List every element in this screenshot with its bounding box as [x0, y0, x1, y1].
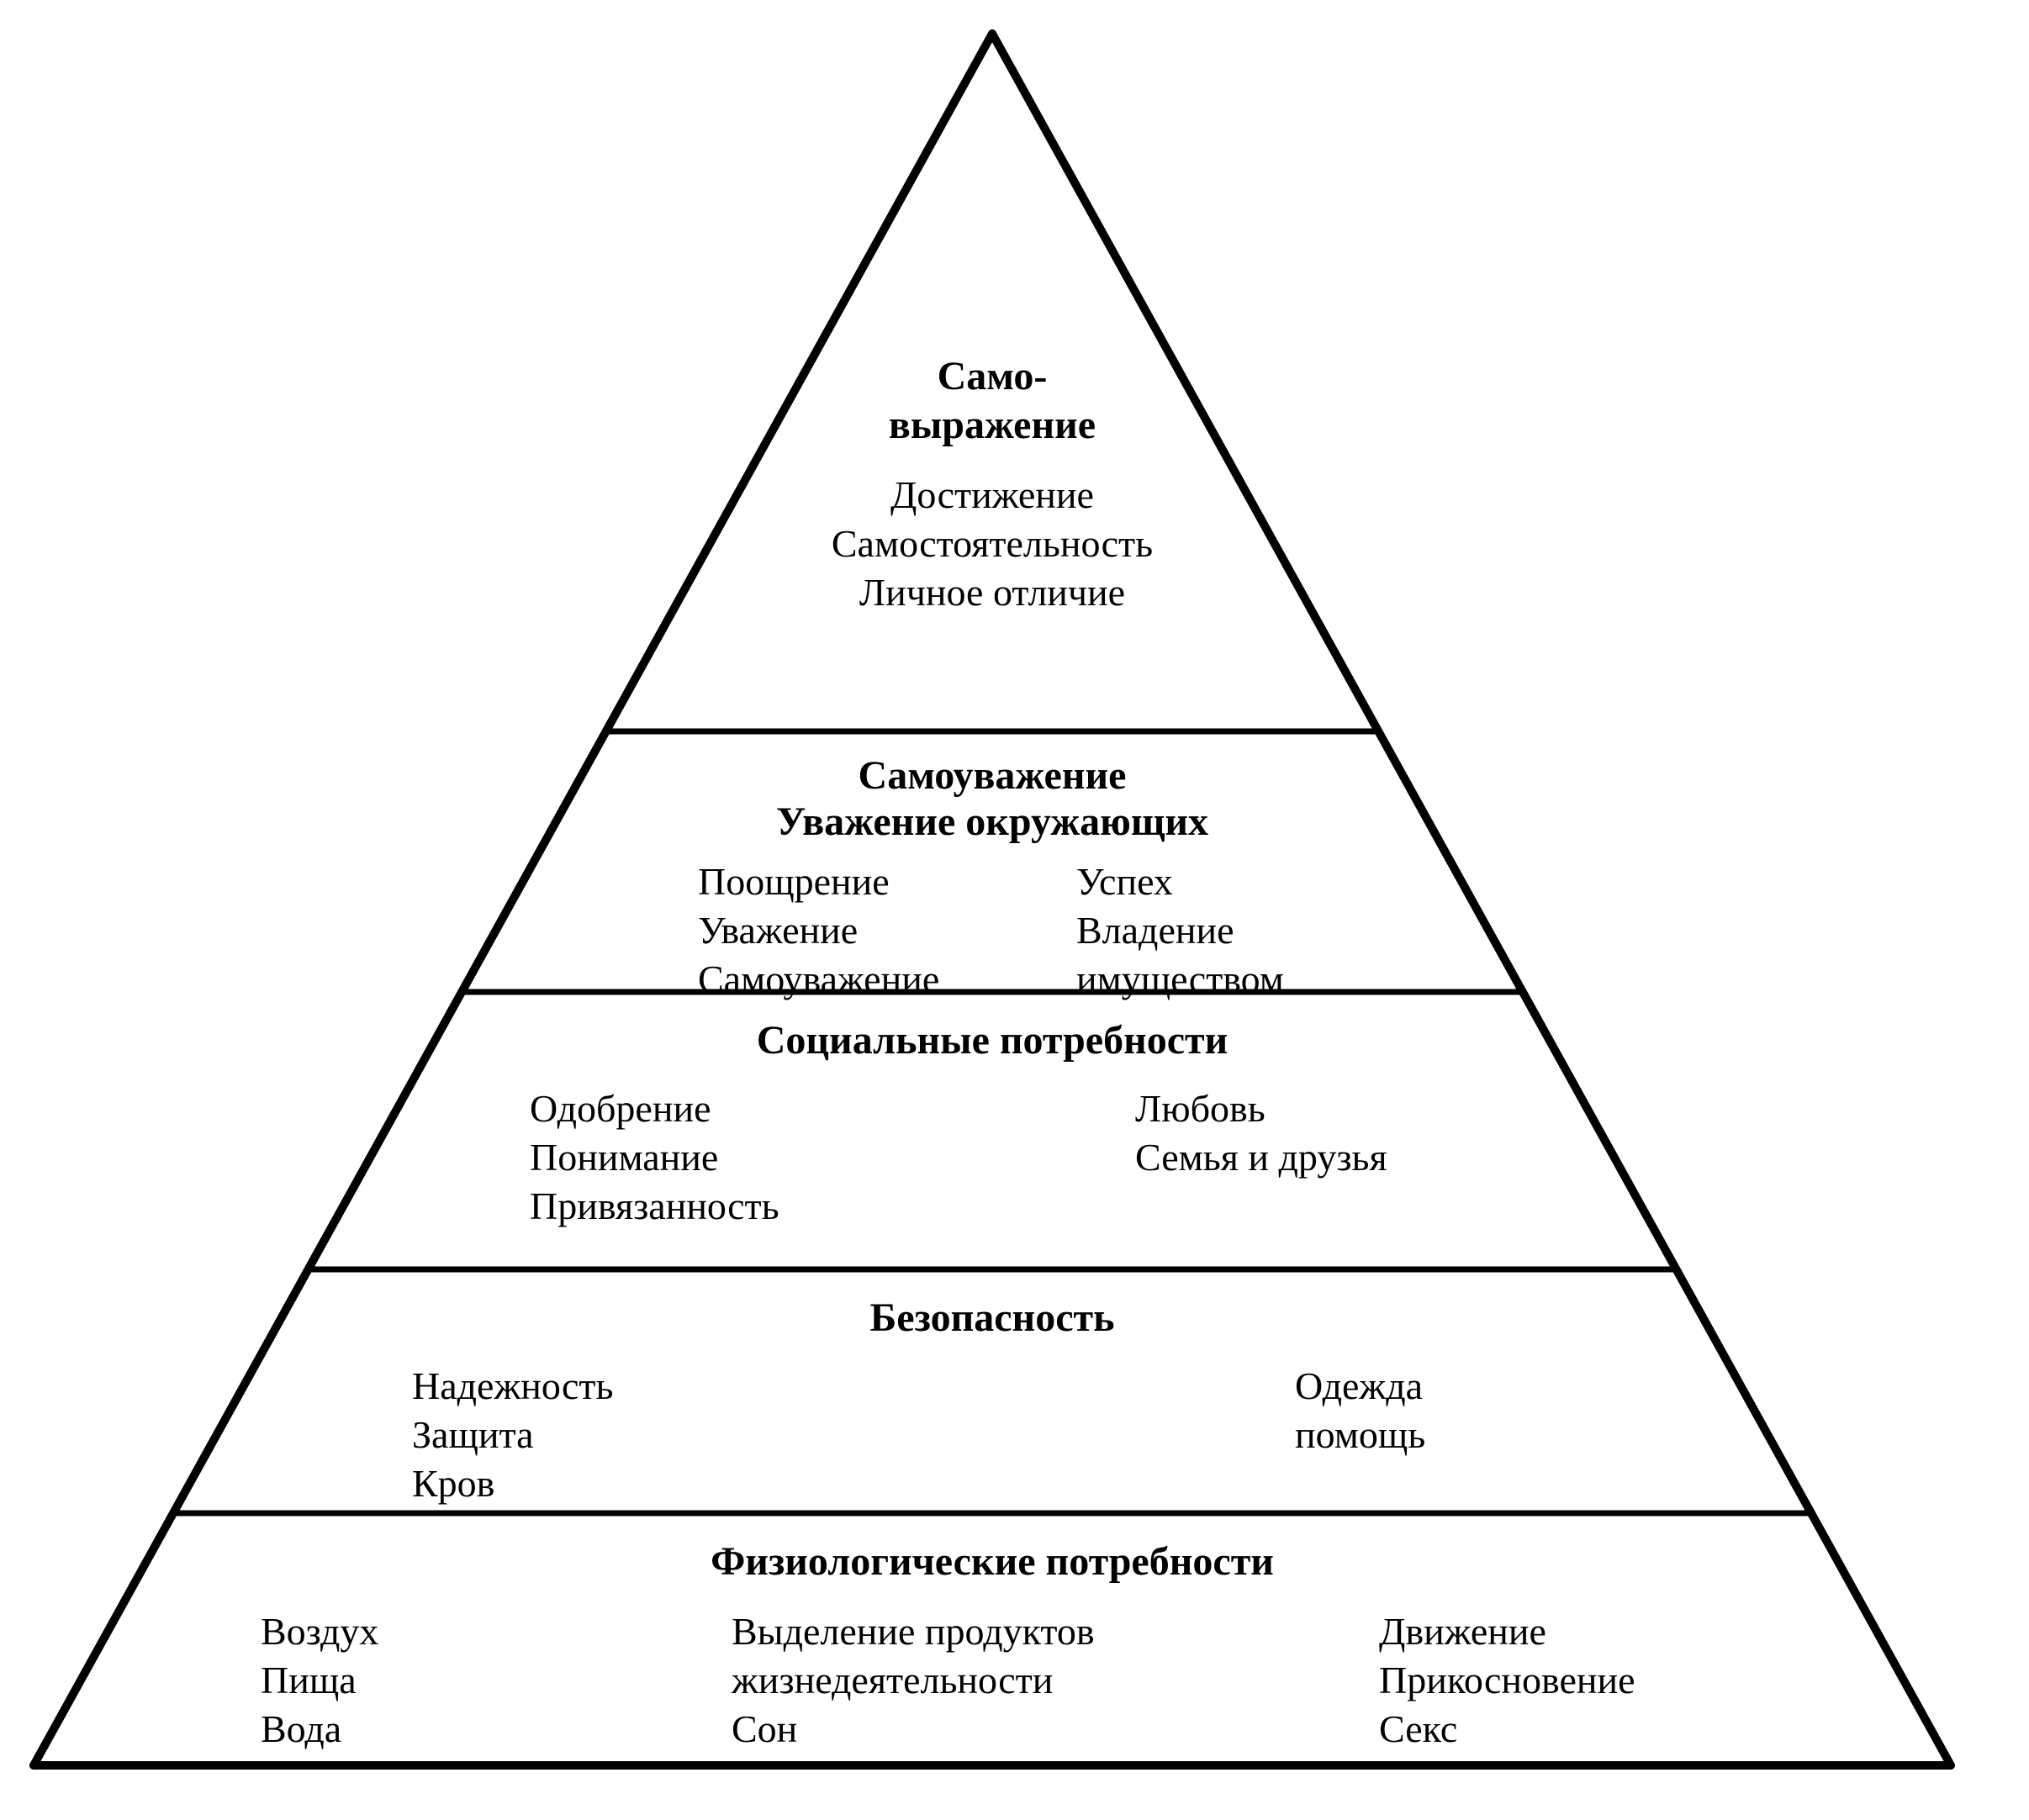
- level3-item-left: Понимание: [530, 1133, 718, 1182]
- level3-title: Социальные потребности: [757, 1017, 1228, 1064]
- level3-item-right: Любовь: [1135, 1084, 1265, 1133]
- level1-item-right: Прикосновение: [1379, 1656, 1635, 1705]
- level5-item: Достижение: [890, 471, 1094, 520]
- level1-item-center: Сон: [732, 1705, 797, 1754]
- level1-item-left: Вода: [261, 1705, 341, 1754]
- level2-item-right: Одежда: [1295, 1362, 1423, 1411]
- level4-item-left: Уважение: [698, 906, 858, 955]
- level3-item-right: Семья и друзья: [1135, 1133, 1387, 1182]
- level5-item: Личное отличие: [859, 568, 1125, 617]
- level1-item-left: Пища: [261, 1656, 357, 1705]
- level1-item-center: жизнедеятельности: [732, 1656, 1053, 1705]
- level4-item-right: Владение: [1076, 906, 1234, 955]
- level4-item-right: имуществом: [1076, 955, 1284, 1004]
- level2-item-left: Защита: [412, 1411, 534, 1459]
- level3-item-left: Привязанность: [530, 1182, 779, 1231]
- level1-item-center: Выделение продуктов: [732, 1607, 1095, 1656]
- level4-item-left: Поощрение: [698, 857, 890, 906]
- level4-item-right: Успех: [1076, 857, 1173, 906]
- level2-item-left: Кров: [412, 1459, 494, 1508]
- level1-item-right: Движение: [1379, 1607, 1546, 1656]
- level4-title-line1: Самоуважение: [859, 752, 1127, 799]
- level4-item-left: Самоуважение: [698, 955, 939, 1004]
- level3-item-left: Одобрение: [530, 1084, 711, 1133]
- level5-item: Самостоятельность: [832, 520, 1153, 568]
- level1-item-left: Воздух: [261, 1607, 378, 1656]
- level1-title: Физиологические потребности: [711, 1538, 1274, 1585]
- level1-item-right: Секс: [1379, 1705, 1457, 1754]
- level5-title-line2: выражение: [889, 402, 1096, 449]
- level5-title-line1: Само-: [938, 353, 1048, 400]
- level2-title: Безопасность: [870, 1295, 1115, 1342]
- level2-item-left: Надежность: [412, 1362, 614, 1411]
- level2-item-right: помощь: [1295, 1411, 1425, 1459]
- level4-title-line2: Уважение окружающих: [776, 799, 1208, 846]
